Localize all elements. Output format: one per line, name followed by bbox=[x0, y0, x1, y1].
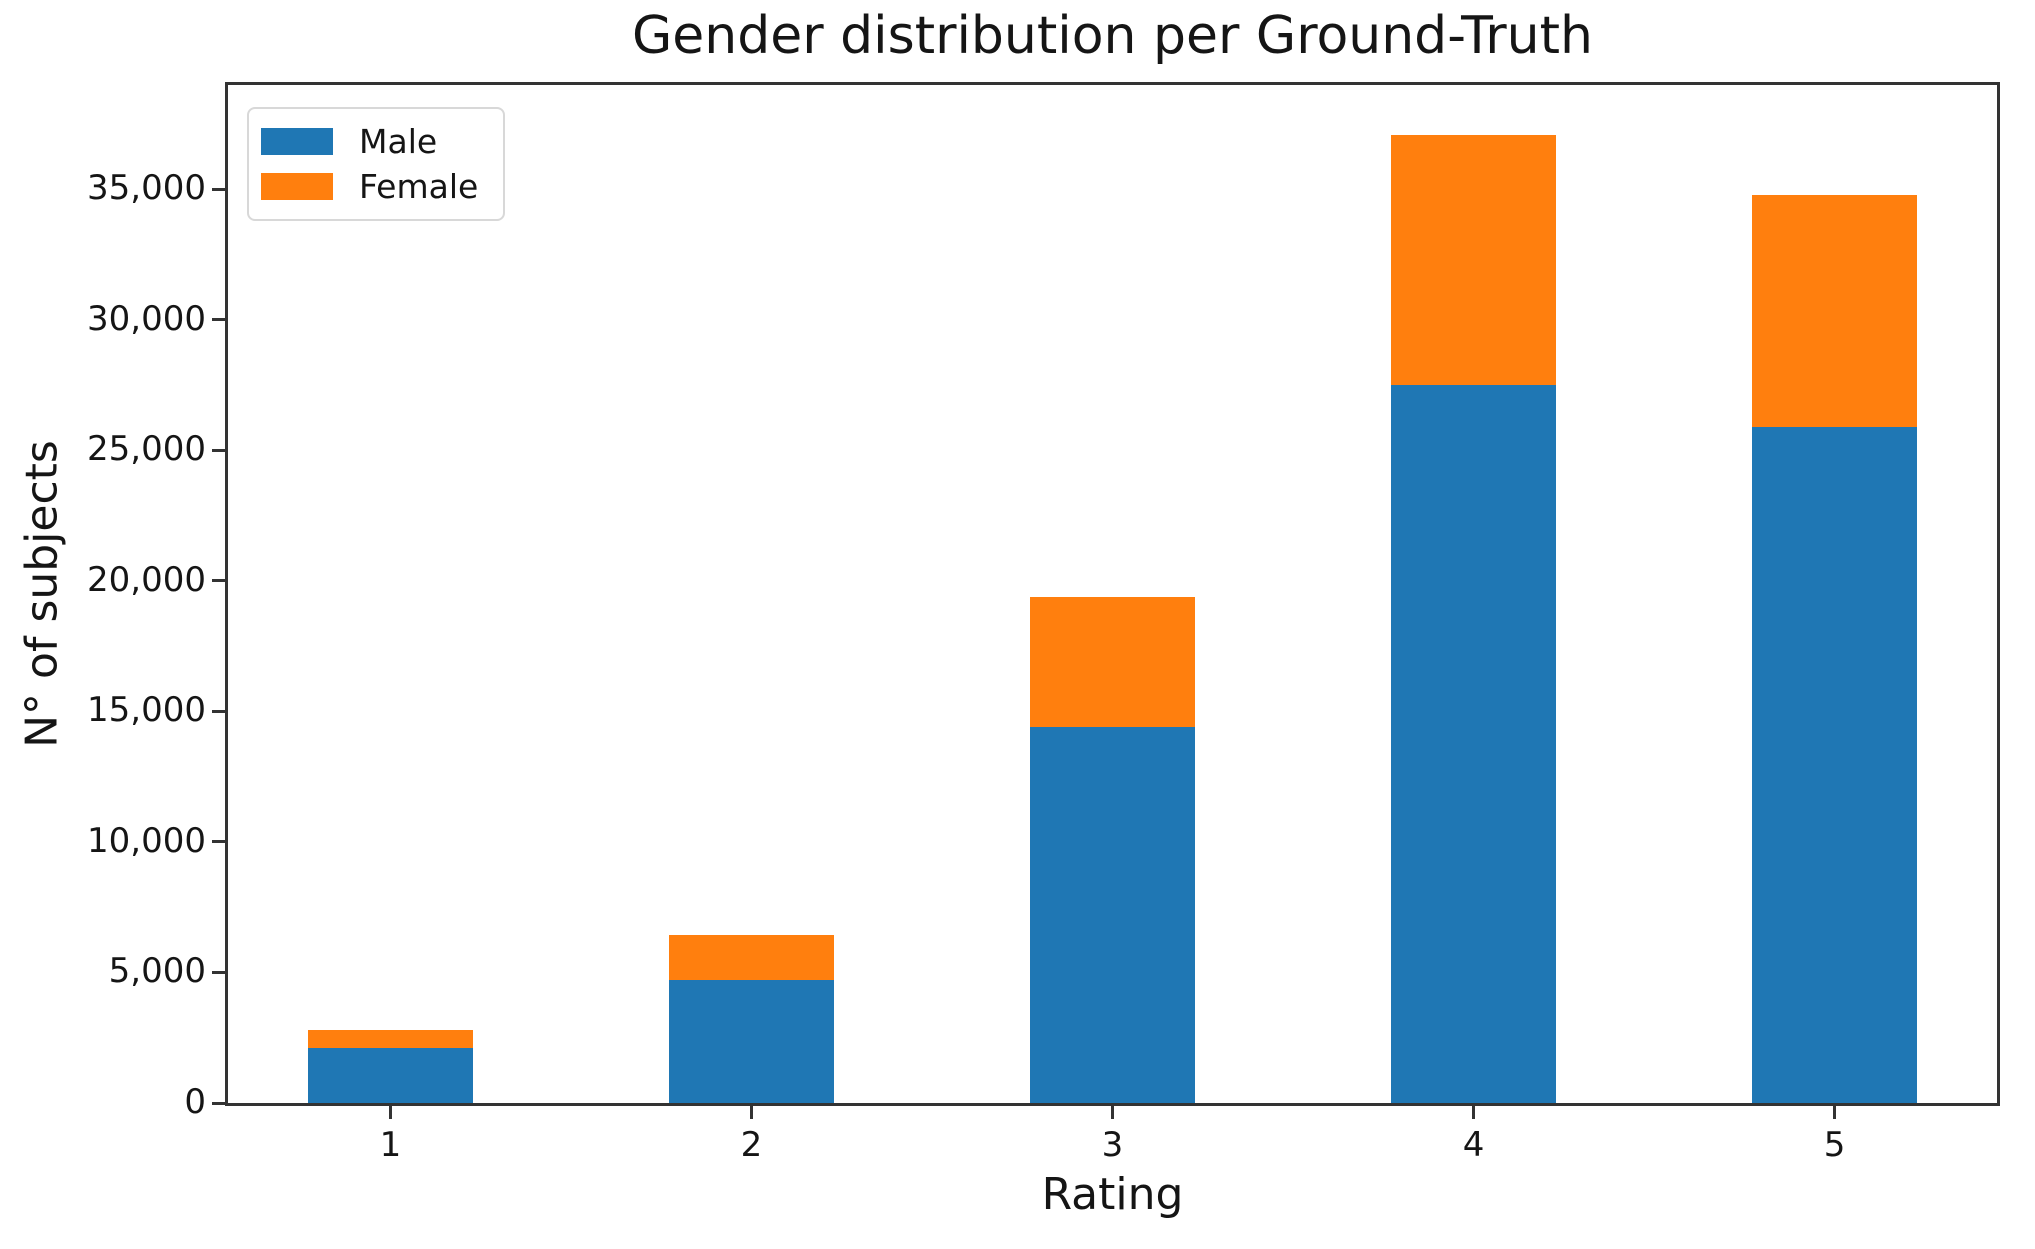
y-tick-mark bbox=[212, 448, 225, 452]
y-tick-mark bbox=[212, 187, 225, 191]
x-tick-mark bbox=[1833, 1106, 1837, 1119]
bar-rating-1-male bbox=[308, 1048, 473, 1103]
bar-rating-4-male bbox=[1391, 385, 1556, 1103]
bar-rating-3-female bbox=[1030, 596, 1195, 728]
x-tick-mark bbox=[1111, 1106, 1114, 1119]
plot-area bbox=[225, 82, 2000, 1106]
legend-swatch-female bbox=[261, 173, 333, 200]
bar-rating-5-female bbox=[1752, 194, 1917, 427]
y-tick-mark bbox=[212, 970, 225, 974]
y-tick-mark bbox=[212, 709, 225, 713]
x-tick-mark bbox=[388, 1106, 392, 1119]
x-tick-label-3: 3 bbox=[1101, 1125, 1124, 1165]
legend: Male Female bbox=[247, 107, 505, 221]
bar-rating-1-female bbox=[308, 1029, 473, 1049]
bar-rating-2-female bbox=[669, 934, 834, 981]
x-tick-label-4: 4 bbox=[1462, 1125, 1485, 1165]
y-tick-label-10000: 10,000 bbox=[87, 821, 206, 862]
legend-item-male: Male bbox=[261, 125, 503, 158]
y-tick-label-15000: 15,000 bbox=[87, 690, 206, 731]
legend-swatch-male bbox=[261, 128, 333, 155]
bar-rating-3-male bbox=[1030, 727, 1195, 1103]
y-tick-mark bbox=[212, 318, 225, 322]
y-tick-label-25000: 25,000 bbox=[87, 429, 206, 470]
y-tick-label-20000: 20,000 bbox=[87, 560, 206, 601]
y-tick-label-5000: 5,000 bbox=[108, 951, 206, 992]
x-tick-label-2: 2 bbox=[740, 1125, 763, 1165]
y-tick-mark bbox=[212, 840, 225, 844]
legend-item-female: Female bbox=[261, 170, 503, 203]
x-tick-mark bbox=[1472, 1106, 1476, 1119]
bar-rating-2-male bbox=[669, 980, 834, 1103]
chart-title: Gender distribution per Ground-Truth bbox=[632, 6, 1593, 66]
legend-label-female: Female bbox=[359, 167, 479, 206]
bar-rating-5-male bbox=[1752, 426, 1917, 1103]
x-tick-label-5: 5 bbox=[1823, 1125, 1846, 1165]
y-tick-label-35000: 35,000 bbox=[87, 168, 206, 209]
legend-label-male: Male bbox=[359, 122, 438, 161]
x-axis-label: Rating bbox=[1041, 1169, 1184, 1220]
y-tick-mark bbox=[212, 1101, 225, 1105]
y-tick-mark bbox=[212, 579, 225, 583]
y-tick-label-30000: 30,000 bbox=[87, 299, 206, 340]
x-tick-mark bbox=[749, 1106, 753, 1119]
bar-rating-4-female bbox=[1391, 134, 1556, 386]
x-tick-label-1: 1 bbox=[379, 1125, 402, 1165]
y-tick-label-0: 0 bbox=[184, 1082, 206, 1123]
